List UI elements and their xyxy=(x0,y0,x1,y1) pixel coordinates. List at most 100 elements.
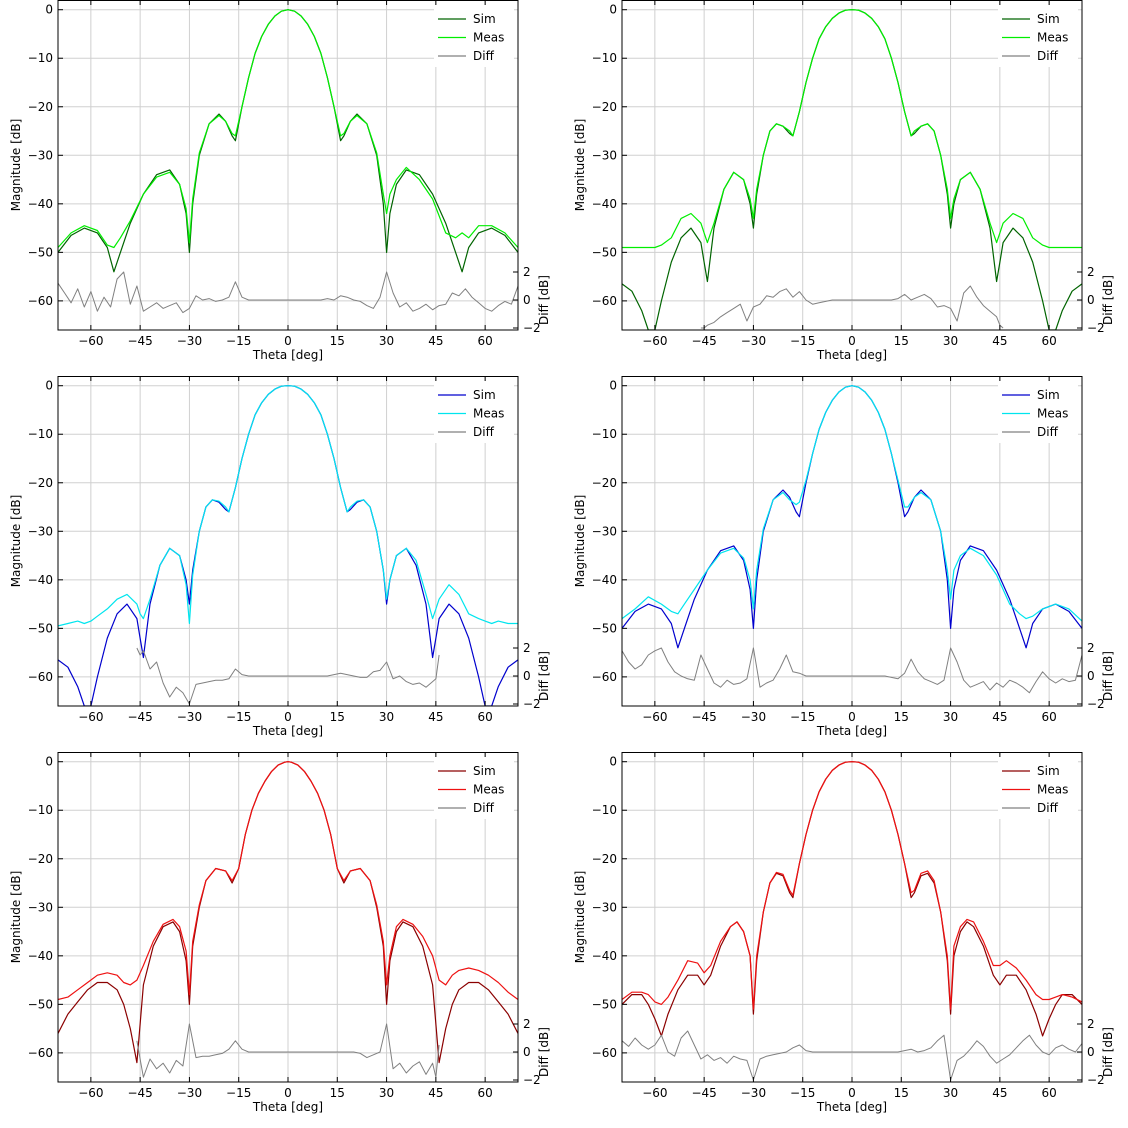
x-tick-label: 60 xyxy=(1042,710,1057,724)
x-tick-label: −30 xyxy=(177,334,202,348)
x-tick-label: 0 xyxy=(848,334,856,348)
y2-tick-label: 2 xyxy=(1087,265,1095,279)
legend: Sim Meas Diff xyxy=(434,757,514,819)
grid-lines xyxy=(58,0,518,330)
legend: Sim Meas Diff xyxy=(998,5,1078,67)
y-tick-label: 0 xyxy=(45,755,53,769)
chart-svg: −60 −45 −30 −15 0 15 30 45 600−10−20−30−40−50−60… xyxy=(9,752,551,1114)
y-axis-label: Magnitude [dB] xyxy=(573,119,587,212)
series-group xyxy=(58,385,518,706)
legend-box xyxy=(998,5,1078,67)
x-tick-label: −30 xyxy=(177,710,202,724)
legend-label: Diff xyxy=(473,49,495,63)
x-tick-label: 45 xyxy=(992,710,1007,724)
series-line-diff xyxy=(136,647,440,705)
x-tick-label: 30 xyxy=(379,710,394,724)
y-tick-label: −60 xyxy=(592,1046,617,1060)
x-tick-label: 30 xyxy=(379,334,394,348)
x-tick-label: 15 xyxy=(894,1086,909,1100)
y2-tick-label: 0 xyxy=(1087,293,1095,307)
series-group xyxy=(622,385,1082,694)
y-tick-label: 0 xyxy=(609,3,617,17)
legend-label: Sim xyxy=(473,388,496,402)
y-tick-label: −60 xyxy=(592,670,617,684)
y-tick-label: −30 xyxy=(592,148,617,162)
y-tick-label: −20 xyxy=(28,476,53,490)
x-tick-label: −30 xyxy=(741,334,766,348)
y2-axis-label: Diff [dB] xyxy=(1101,275,1115,325)
y2-tick-label: 0 xyxy=(1087,669,1095,683)
y2-tick-label: −2 xyxy=(523,1073,541,1087)
y-tick-label: −50 xyxy=(28,621,53,635)
legend: Sim Meas Diff xyxy=(998,757,1078,819)
series-line-meas xyxy=(622,761,1082,1010)
series-line-diff xyxy=(622,647,1082,694)
x-tick-label: −45 xyxy=(127,334,152,348)
y-tick-label: −30 xyxy=(592,524,617,538)
legend-box xyxy=(998,757,1078,819)
chart-svg: −60 −45 −30 −15 0 15 30 45 600−10−20−30−40−50−60… xyxy=(9,0,551,362)
y-tick-label: 0 xyxy=(45,379,53,393)
y2-axis-label: Diff [dB] xyxy=(537,275,551,325)
y-tick-label: −10 xyxy=(28,51,53,65)
chart-svg: −60 −45 −30 −15 0 15 30 45 600−10−20−30−40−50−60… xyxy=(573,0,1115,362)
x-tick-label: 30 xyxy=(943,334,958,348)
y-tick-label: −10 xyxy=(28,803,53,817)
y-tick-label: −40 xyxy=(28,949,53,963)
y-tick-label: −20 xyxy=(28,852,53,866)
x-tick-label: 45 xyxy=(428,1086,443,1100)
series-line-diff xyxy=(136,1023,440,1078)
series-line-diff xyxy=(700,285,1004,329)
series-line-meas xyxy=(622,385,1082,622)
x-tick-label: −45 xyxy=(127,1086,152,1100)
x-tick-label: −30 xyxy=(177,1086,202,1100)
x-tick-label: −15 xyxy=(790,334,815,348)
x-tick-label: 45 xyxy=(428,334,443,348)
y-axis-label: Magnitude [dB] xyxy=(573,495,587,588)
x-tick-label: −60 xyxy=(78,334,103,348)
x-tick-label: 15 xyxy=(894,334,909,348)
x-tick-label: 60 xyxy=(478,334,493,348)
y-tick-label: −20 xyxy=(28,100,53,114)
x-tick-label: 45 xyxy=(428,710,443,724)
x-tick-label: 45 xyxy=(992,1086,1007,1100)
x-tick-label: 0 xyxy=(284,710,292,724)
y-tick-label: −40 xyxy=(592,949,617,963)
x-tick-label: −60 xyxy=(642,1086,667,1100)
series-group xyxy=(58,761,518,1078)
y-tick-label: −20 xyxy=(592,852,617,866)
chart-panel: −60 −45 −30 −15 0 15 30 45 60 0 −10 −20 −30 −40 −50 −60… xyxy=(0,376,564,752)
y-tick-label: −40 xyxy=(592,197,617,211)
chart-panel: −60 −45 −30 −15 0 15 30 45 60 0 −10 −20 −30 −40 −50 −60… xyxy=(0,752,564,1128)
legend-label: Sim xyxy=(473,764,496,778)
x-tick-label: −60 xyxy=(78,710,103,724)
legend-label: Sim xyxy=(1037,388,1060,402)
legend-label: Diff xyxy=(473,425,495,439)
legend-box xyxy=(434,757,514,819)
x-tick-label: 15 xyxy=(330,334,345,348)
x-tick-label: 60 xyxy=(1042,334,1057,348)
y2-tick-label: 2 xyxy=(1087,641,1095,655)
y-tick-label: −40 xyxy=(592,573,617,587)
x-tick-label: −45 xyxy=(691,1086,716,1100)
y2-axis-label: Diff [dB] xyxy=(537,651,551,701)
legend: Sim Meas Diff xyxy=(434,5,514,67)
legend-label: Diff xyxy=(1037,49,1059,63)
y2-tick-label: 2 xyxy=(523,1017,531,1031)
y2-axis-label: Diff [dB] xyxy=(1101,1027,1115,1077)
x-tick-label: 15 xyxy=(330,710,345,724)
series-line-diff xyxy=(58,271,518,314)
chart-svg: −60 −45 −30 −15 0 15 30 45 600−10−20−30−40−50−60… xyxy=(573,752,1115,1114)
x-axis-label: Theta [deg] xyxy=(252,348,323,362)
y-tick-label: −30 xyxy=(592,900,617,914)
x-tick-label: 0 xyxy=(848,710,856,724)
y-tick-label: −50 xyxy=(592,997,617,1011)
y-tick-label: 0 xyxy=(609,755,617,769)
x-tick-label: −45 xyxy=(691,710,716,724)
x-tick-label: −60 xyxy=(642,334,667,348)
y-tick-label: −30 xyxy=(28,524,53,538)
y-tick-label: −50 xyxy=(28,997,53,1011)
x-tick-label: 15 xyxy=(894,710,909,724)
x-tick-label: 30 xyxy=(943,1086,958,1100)
x-tick-label: −30 xyxy=(741,1086,766,1100)
